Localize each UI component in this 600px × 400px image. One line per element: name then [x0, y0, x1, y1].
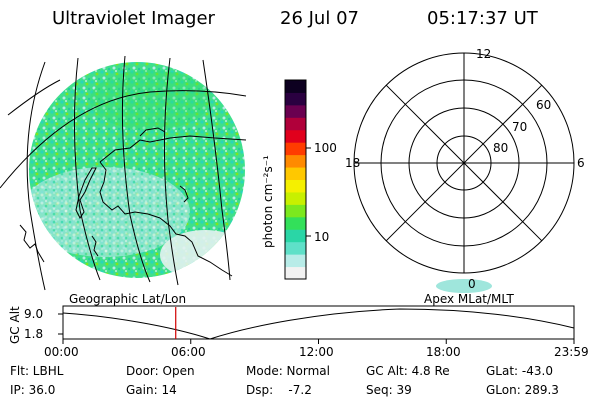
mlt-label-18: 18 — [345, 156, 361, 170]
observation-date: 26 Jul 07 — [280, 8, 359, 29]
colorbar-band — [285, 142, 306, 156]
colorbar-band — [285, 117, 306, 131]
gc-alt-readout: GC Alt: 4.8 Re — [366, 364, 450, 378]
colorbar-band — [285, 129, 306, 143]
colorbar-band — [285, 254, 306, 268]
coastlines — [19, 127, 247, 277]
mode-readout: Mode: Normal — [246, 364, 330, 378]
timeline-xtick-0000: 00:00 — [44, 345, 79, 359]
timeline-y-axis-label: GC Alt — [8, 306, 22, 344]
colorbar — [285, 80, 306, 280]
colorbar-band — [285, 266, 306, 280]
colorbar-band — [285, 154, 306, 168]
timeline-xtick-1800: 18:00 — [426, 345, 461, 359]
glat-readout: GLat: -43.0 — [486, 364, 553, 378]
glon-readout: GLon: 289.3 — [486, 383, 559, 397]
timeline-ytick-9: 9.0 — [24, 307, 44, 321]
timeline-left-label: Geographic Lat/Lon — [69, 292, 187, 306]
door-readout: Door: Open — [126, 364, 195, 378]
mlat-label-70: 70 — [512, 120, 528, 134]
mlat-label-80: 80 — [493, 141, 509, 155]
colorbar-band — [285, 92, 306, 106]
timeline-ytick-1-8: 1.8 — [24, 327, 44, 341]
colorbar-band — [285, 204, 306, 218]
gain-readout: Gain: 14 — [126, 383, 177, 397]
colorbar-band — [285, 80, 306, 93]
polar-grid — [353, 52, 575, 274]
colorbar-band — [285, 167, 306, 180]
timeline-xtick-1200: 12:00 — [299, 345, 334, 359]
dsp-readout: Dsp: -7.2 — [246, 383, 312, 397]
timeline-xtick-2359: 23:59 — [554, 345, 589, 359]
mlt-label-6: 6 — [577, 156, 585, 170]
instrument-title: Ultraviolet Imager — [52, 8, 215, 29]
mlt-label-0: 0 — [468, 277, 476, 291]
colorbar-band — [285, 104, 306, 118]
mlt-label-12: 12 — [476, 47, 492, 61]
altitude-curve — [62, 308, 575, 340]
seq-readout: Seq: 39 — [366, 383, 412, 397]
observation-time: 05:17:37 UT — [427, 8, 538, 29]
colorbar-tick-100: 100 — [314, 141, 337, 155]
colorbar-band — [285, 179, 306, 193]
colorbar-unit-label: photon cm⁻²s⁻¹ — [261, 155, 275, 248]
ip-readout: IP: 36.0 — [10, 383, 56, 397]
timeline-right-label: Apex MLat/MLT — [424, 292, 514, 306]
colorbar-tick-10: 10 — [314, 230, 330, 244]
colorbar-band — [285, 216, 306, 230]
colorbar-band — [285, 191, 306, 205]
timeline-xtick-0600: 06:00 — [171, 345, 206, 359]
mlat-label-60: 60 — [536, 98, 552, 112]
polar-aurora-patch — [436, 279, 492, 293]
colorbar-band — [285, 229, 306, 243]
filter-readout: Flt: LBHL — [10, 364, 64, 378]
colorbar-band — [285, 241, 306, 255]
